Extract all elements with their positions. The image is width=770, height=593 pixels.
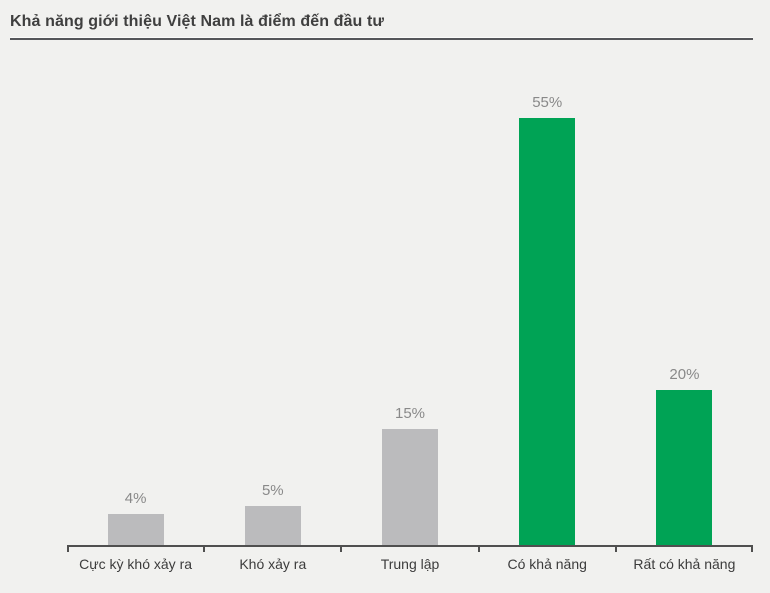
value-label: 5% [261,482,284,499]
axis-tick [751,545,753,552]
category-label: Cực kỳ khó xảy ra [79,556,193,572]
bar [519,118,576,545]
bar-column: 5% [204,60,341,545]
plot-area: 4% 5% 15% 55% 20% [67,60,753,552]
bar-column: 4% [67,60,204,545]
category-label: Trung lập [380,556,440,572]
title-underline [10,37,753,40]
bar-column: 55% [479,60,616,545]
category-axis: Cực kỳ khó xảy ra Khó xảy ra Trung lập C… [67,556,753,572]
bar-chart: 4% 5% 15% 55% 20% [67,60,753,572]
bar [107,514,164,545]
value-label: 20% [669,366,700,383]
value-label: 55% [532,94,563,111]
category-label: Khó xảy ra [239,556,307,572]
axis-tick [67,545,69,552]
category-label: Có khả năng [507,556,587,572]
value-label: 4% [124,490,147,507]
value-label: 15% [394,405,426,422]
bar-column: 20% [616,60,753,545]
bar [244,506,301,545]
bar [382,429,438,545]
axis-tick [614,545,617,552]
axis-tick [340,545,343,552]
chart-title: Khả năng giới thiệu Việt Nam là điểm đến… [10,13,385,30]
axis-tick [203,545,206,552]
category-label: Rất có khả năng [633,556,736,572]
axis-tick [477,545,480,552]
bar-column: 15% [341,60,478,545]
bar [656,390,713,545]
